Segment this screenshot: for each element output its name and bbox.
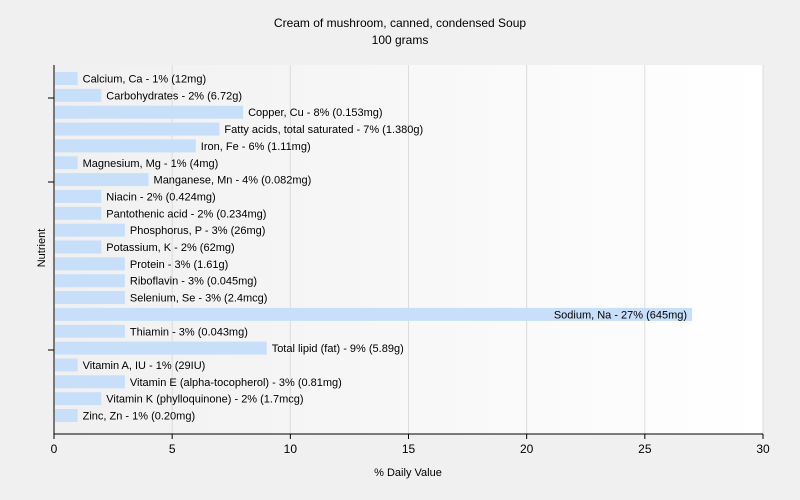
bar	[55, 392, 102, 406]
x-tick-label: 0	[51, 442, 58, 456]
bar-label: Vitamin A, IU - 1% (29IU)	[83, 360, 206, 372]
bar-label: Manganese, Mn - 4% (0.082mg)	[154, 175, 312, 187]
bar	[55, 122, 220, 136]
x-tick-label: 10	[284, 442, 298, 456]
x-axis-title: % Daily Value	[374, 467, 442, 479]
x-tick-label: 5	[169, 442, 176, 456]
bar	[55, 274, 125, 288]
bar-label: Magnesium, Mg - 1% (4mg)	[83, 158, 219, 170]
bar-label: Selenium, Se - 3% (2.4mcg)	[130, 293, 268, 305]
bar-label: Vitamin K (phylloquinone) - 2% (1.7mcg)	[106, 394, 303, 406]
bars: Calcium, Ca - 1% (12mg) Carbohydrates - 2…	[55, 72, 693, 423]
chart-subtitle: 100 grams	[372, 33, 429, 47]
bar	[55, 341, 267, 355]
bar	[55, 240, 102, 254]
bar	[55, 139, 196, 153]
bar	[55, 257, 125, 271]
bar-label: Copper, Cu - 8% (0.153mg)	[248, 107, 383, 119]
x-tick-label: 20	[520, 442, 534, 456]
bar	[55, 156, 78, 170]
bar	[55, 324, 125, 338]
x-tick-label: 15	[402, 442, 416, 456]
bar-label: Sodium, Na - 27% (645mg)	[554, 309, 687, 321]
bar-label: Potassium, K - 2% (62mg)	[106, 242, 234, 254]
bar	[55, 375, 125, 389]
bar-label: Carbohydrates - 2% (6.72g)	[106, 90, 242, 102]
bar	[55, 173, 149, 187]
bar	[55, 358, 78, 372]
x-tick-label: 30	[756, 442, 770, 456]
bar	[55, 189, 102, 203]
bar-label: Iron, Fe - 6% (1.11mg)	[201, 141, 311, 153]
bar-label: Vitamin E (alpha-tocopherol) - 3% (0.81m…	[130, 377, 342, 389]
bar-label: Phosphorus, P - 3% (26mg)	[130, 225, 266, 237]
bar-label: Calcium, Ca - 1% (12mg)	[83, 74, 206, 86]
y-axis-title: Nutrient	[36, 229, 48, 268]
x-tick-label: 25	[638, 442, 652, 456]
bar-label: Protein - 3% (1.61g)	[130, 259, 228, 271]
bar-label: Fatty acids, total saturated - 7% (1.380…	[224, 124, 423, 136]
bar	[55, 307, 693, 321]
x-axis-ticks: 0 5 10 15 20 25 30	[51, 434, 770, 456]
bar-label: Thiamin - 3% (0.043mg)	[130, 326, 248, 338]
bar	[55, 206, 102, 220]
bar	[55, 291, 125, 305]
bar-label: Pantothenic acid - 2% (0.234mg)	[106, 208, 266, 220]
bar-label: Riboflavin - 3% (0.045mg)	[130, 276, 257, 288]
bar	[55, 105, 244, 119]
bar	[55, 88, 102, 102]
bar-label: Total lipid (fat) - 9% (5.89g)	[272, 343, 404, 355]
bar	[55, 223, 125, 237]
bar	[55, 409, 78, 422]
chart-title: Cream of mushroom, canned, condensed Sou…	[274, 16, 526, 30]
bar	[55, 72, 78, 85]
bar-label: Zinc, Zn - 1% (0.20mg)	[83, 411, 195, 423]
bar-label: Niacin - 2% (0.424mg)	[106, 191, 215, 203]
